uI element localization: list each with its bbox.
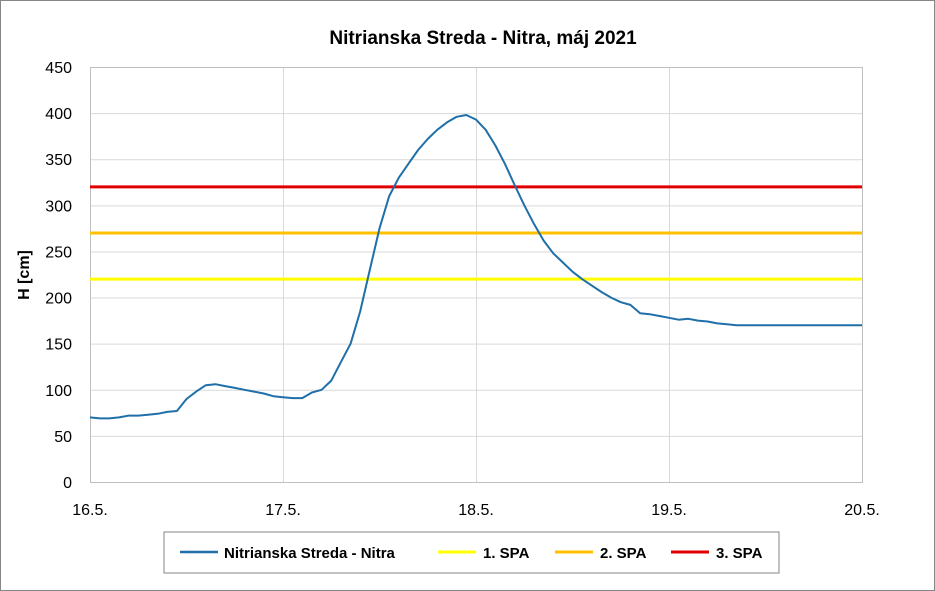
x-tick-label: 16.5. [72, 502, 108, 519]
y-tick-label: 350 [45, 152, 72, 169]
legend-label-2: 2. SPA [600, 545, 647, 562]
series-lines [89, 114, 862, 420]
y-axis-ticks: 0 50 100 150 200 250 300 350 400 450 [45, 60, 72, 492]
legend-label-0: Nitrianska Streda - Nitra [224, 545, 396, 562]
y-tick-label: 0 [63, 475, 72, 492]
legend-label-1: 1. SPA [483, 545, 530, 562]
plot-border [90, 67, 863, 483]
x-tick-label: 20.5. [844, 502, 880, 519]
y-tick-label: 150 [45, 337, 72, 354]
y-tick-label: 200 [45, 291, 72, 308]
y-tick-label: 300 [45, 198, 72, 215]
legend-label-3: 3. SPA [716, 545, 763, 562]
legend: Nitrianska Streda - Nitra 1. SPA 2. SPA … [163, 531, 780, 574]
y-axis-label: H [cm] [16, 250, 33, 300]
y-tick-label: 250 [45, 244, 72, 261]
y-tick-label: 450 [45, 60, 72, 77]
chart-title: Nitrianska Streda - Nitra, máj 2021 [329, 28, 637, 49]
y-tick-label: 400 [45, 106, 72, 123]
gridlines [90, 67, 863, 483]
y-tick-label: 50 [54, 429, 72, 446]
x-axis-ticks: 16.5. 17.5. 18.5. 19.5. 20.5. [72, 502, 880, 519]
x-tick-label: 18.5. [458, 502, 494, 519]
x-tick-label: 19.5. [651, 502, 687, 519]
y-tick-label: 100 [45, 383, 72, 400]
water-level-line [89, 114, 862, 420]
x-tick-label: 17.5. [265, 502, 301, 519]
